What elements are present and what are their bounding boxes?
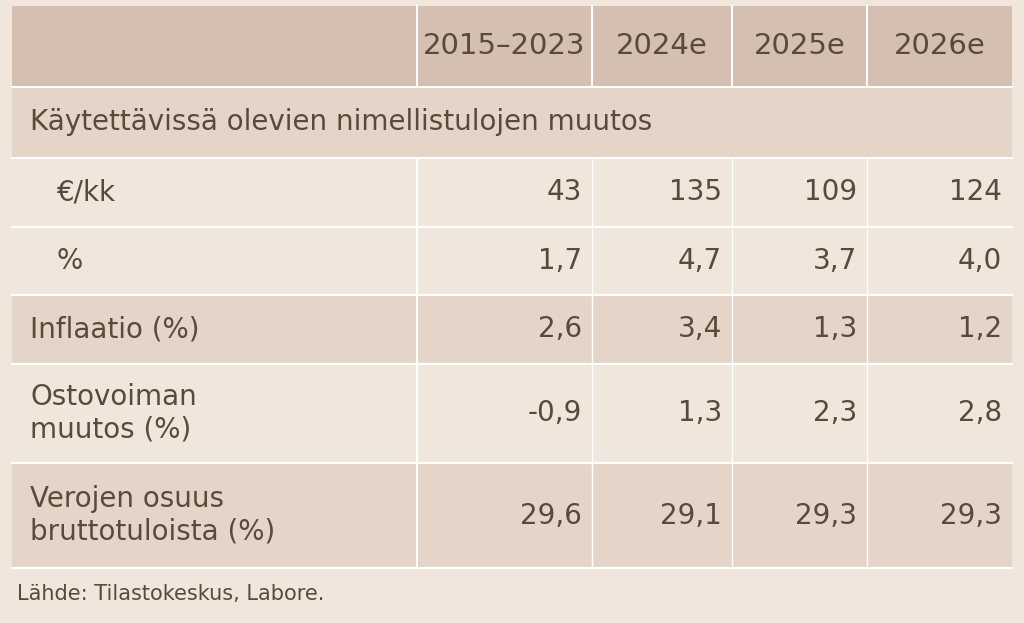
- Text: Verojen osuus
bruttotuloista (%): Verojen osuus bruttotuloista (%): [30, 485, 275, 546]
- Text: 43: 43: [547, 178, 582, 206]
- Text: 2,3: 2,3: [813, 399, 857, 427]
- Text: 2,6: 2,6: [538, 315, 582, 343]
- Text: 1,7: 1,7: [538, 247, 582, 275]
- Text: 3,4: 3,4: [678, 315, 722, 343]
- Text: %: %: [57, 247, 83, 275]
- Text: 4,7: 4,7: [678, 247, 722, 275]
- Text: 124: 124: [949, 178, 1002, 206]
- Text: 2026e: 2026e: [894, 32, 985, 60]
- Text: 2,8: 2,8: [957, 399, 1002, 427]
- Bar: [12, 6, 1012, 87]
- Bar: [12, 158, 1012, 227]
- Text: 1,2: 1,2: [957, 315, 1002, 343]
- Text: Ostovoiman
muutos (%): Ostovoiman muutos (%): [30, 383, 197, 444]
- Text: 29,3: 29,3: [795, 502, 857, 530]
- Text: 3,7: 3,7: [813, 247, 857, 275]
- Text: 2024e: 2024e: [616, 32, 708, 60]
- Text: 4,0: 4,0: [957, 247, 1002, 275]
- Bar: [12, 364, 1012, 464]
- Bar: [12, 227, 1012, 295]
- Text: 1,3: 1,3: [813, 315, 857, 343]
- Text: 135: 135: [669, 178, 722, 206]
- Bar: [12, 295, 1012, 364]
- Text: 2015–2023: 2015–2023: [423, 32, 586, 60]
- Text: 29,6: 29,6: [520, 502, 582, 530]
- Text: 29,3: 29,3: [940, 502, 1002, 530]
- Text: -0,9: -0,9: [527, 399, 582, 427]
- Text: Inflaatio (%): Inflaatio (%): [30, 315, 200, 343]
- Text: Käytettävissä olevien nimellistulojen muutos: Käytettävissä olevien nimellistulojen mu…: [30, 108, 652, 136]
- Text: €/kk: €/kk: [57, 178, 116, 206]
- Text: 1,3: 1,3: [678, 399, 722, 427]
- Text: 29,1: 29,1: [660, 502, 722, 530]
- Text: Lähde: Tilastokeskus, Labore.: Lähde: Tilastokeskus, Labore.: [17, 584, 325, 604]
- Bar: [12, 87, 1012, 158]
- Bar: [12, 464, 1012, 568]
- Text: 2025e: 2025e: [754, 32, 846, 60]
- Text: 109: 109: [804, 178, 857, 206]
